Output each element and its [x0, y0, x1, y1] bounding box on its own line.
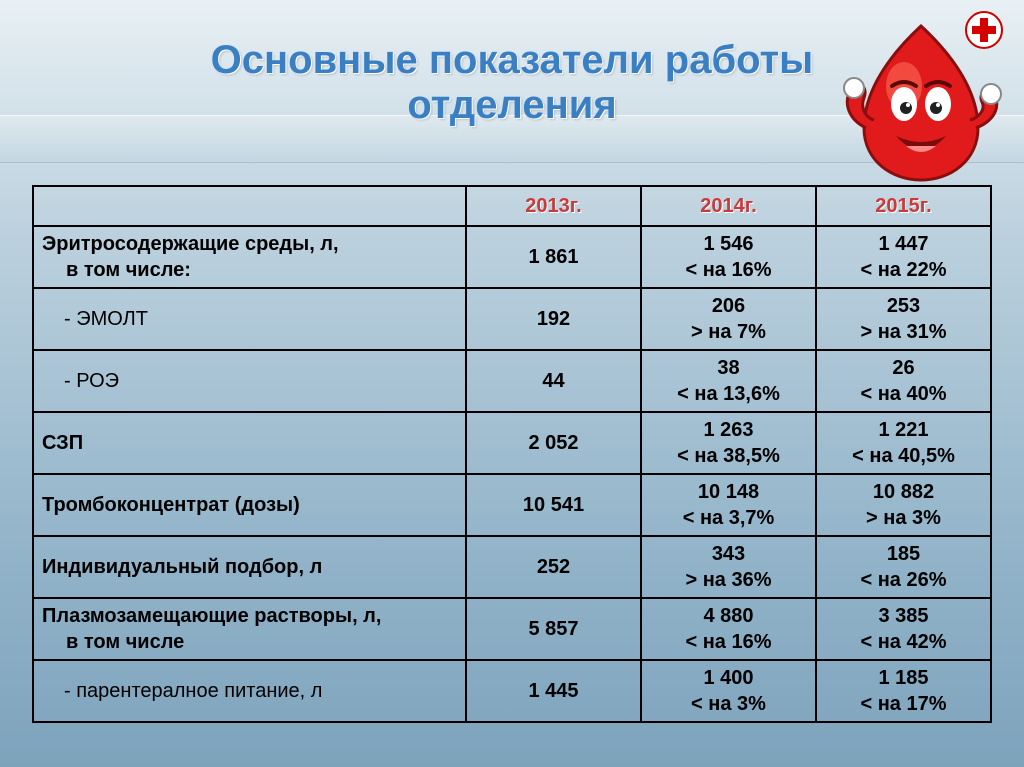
cell-value: 10 882> на 3%: [816, 474, 991, 536]
cell-value: 2 052: [466, 412, 641, 474]
title-line-1: Основные показатели работы: [211, 38, 814, 82]
header-year-2013: 2013г.: [466, 186, 641, 226]
row-label: - ЭМОЛТ: [33, 288, 466, 350]
cell-delta: > на 31%: [827, 319, 980, 345]
cell-value: 4 880< на 16%: [641, 598, 816, 660]
indicators-table: 2013г. 2014г. 2015г. Эритросодержащие ср…: [32, 185, 992, 723]
cell-value: 1 221< на 40,5%: [816, 412, 991, 474]
row-label: СЗП: [33, 412, 466, 474]
slide-title: Основные показатели работы отделения: [0, 38, 1024, 128]
cell-value: 1 445: [466, 660, 641, 722]
cell-delta: < на 16%: [652, 629, 805, 655]
cell-delta: > на 36%: [652, 567, 805, 593]
cell-value: 44: [466, 350, 641, 412]
cell-delta: > на 7%: [652, 319, 805, 345]
row-sublabel: в том числе: [42, 629, 455, 655]
table-body: Эритросодержащие среды, л,в том числе:1 …: [33, 226, 991, 722]
cell-value: 185< на 26%: [816, 536, 991, 598]
row-label: Эритросодержащие среды, л,в том числе:: [33, 226, 466, 288]
cell-value: 5 857: [466, 598, 641, 660]
table-row: СЗП2 0521 263< на 38,5%1 221< на 40,5%: [33, 412, 991, 474]
table-row: Плазмозамещающие растворы, л,в том числе…: [33, 598, 991, 660]
cell-value: 1 263< на 38,5%: [641, 412, 816, 474]
table-row: Индивидуальный подбор, л252343> на 36%18…: [33, 536, 991, 598]
row-label: Плазмозамещающие растворы, л,в том числе: [33, 598, 466, 660]
cell-value: 3 385< на 42%: [816, 598, 991, 660]
cell-delta: < на 40,5%: [827, 443, 980, 469]
cell-value: 192: [466, 288, 641, 350]
cell-delta: < на 3%: [652, 691, 805, 717]
cell-delta: < на 17%: [827, 691, 980, 717]
row-label: Тромбоконцентрат (дозы): [33, 474, 466, 536]
cell-value: 1 546< на 16%: [641, 226, 816, 288]
table-row: - ЭМОЛТ192206> на 7%253> на 31%: [33, 288, 991, 350]
indicators-table-wrap: 2013г. 2014г. 2015г. Эритросодержащие ср…: [32, 185, 992, 723]
row-label: - парентералное питание, л: [33, 660, 466, 722]
cell-value: 1 185< на 17%: [816, 660, 991, 722]
cell-delta: < на 13,6%: [652, 381, 805, 407]
cell-value: 1 861: [466, 226, 641, 288]
cell-delta: < на 26%: [827, 567, 980, 593]
header-year-2015: 2015г.: [816, 186, 991, 226]
cell-delta: < на 42%: [827, 629, 980, 655]
cell-delta: < на 40%: [827, 381, 980, 407]
header-year-2014: 2014г.: [641, 186, 816, 226]
table-row: Эритросодержащие среды, л,в том числе:1 …: [33, 226, 991, 288]
cell-value: 206> на 7%: [641, 288, 816, 350]
cell-delta: < на 38,5%: [652, 443, 805, 469]
cell-value: 253> на 31%: [816, 288, 991, 350]
row-label: Индивидуальный подбор, л: [33, 536, 466, 598]
table-row: - РОЭ4438< на 13,6%26< на 40%: [33, 350, 991, 412]
cell-value: 10 148< на 3,7%: [641, 474, 816, 536]
cell-delta: < на 22%: [827, 257, 980, 283]
row-label: - РОЭ: [33, 350, 466, 412]
title-line-2: отделения: [407, 83, 616, 127]
cell-delta: > на 3%: [827, 505, 980, 531]
cell-value: 343> на 36%: [641, 536, 816, 598]
table-row: - парентералное питание, л1 4451 400< на…: [33, 660, 991, 722]
cell-value: 1 400< на 3%: [641, 660, 816, 722]
cell-delta: < на 3,7%: [652, 505, 805, 531]
table-row: Тромбоконцентрат (дозы)10 54110 148< на …: [33, 474, 991, 536]
table-header-row: 2013г. 2014г. 2015г.: [33, 186, 991, 226]
cell-value: 38< на 13,6%: [641, 350, 816, 412]
cell-value: 252: [466, 536, 641, 598]
cell-value: 10 541: [466, 474, 641, 536]
cell-value: 26< на 40%: [816, 350, 991, 412]
header-blank: [33, 186, 466, 226]
cell-delta: < на 16%: [652, 257, 805, 283]
row-sublabel: в том числе:: [42, 257, 455, 283]
cell-value: 1 447< на 22%: [816, 226, 991, 288]
